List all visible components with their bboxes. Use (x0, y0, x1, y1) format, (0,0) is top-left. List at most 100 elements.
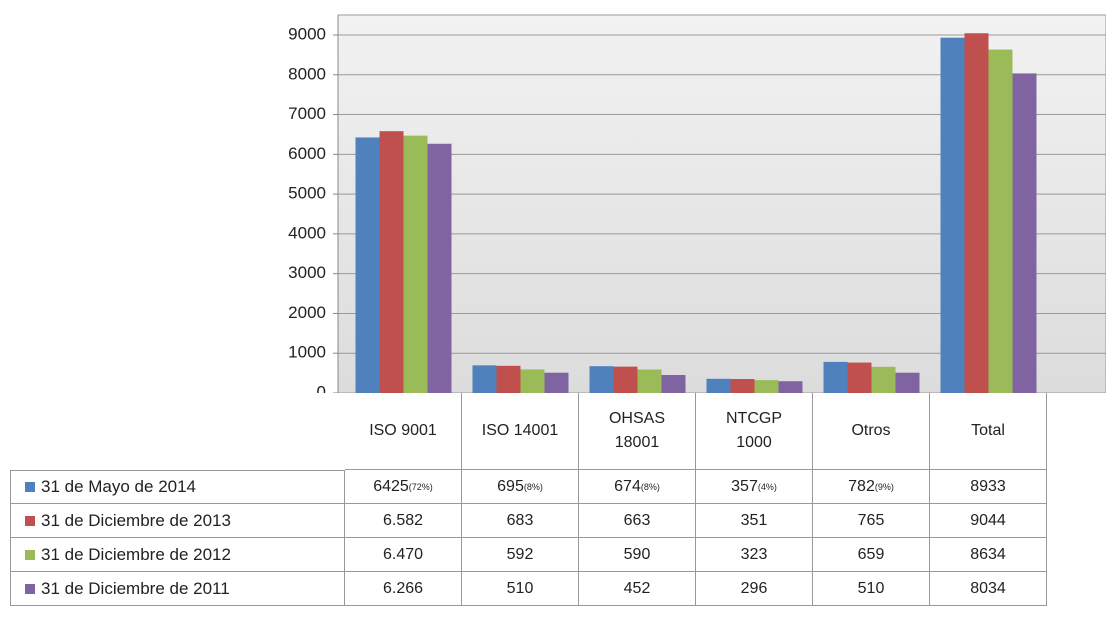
legend-entry: 31 de Diciembre de 2012 (10, 538, 345, 572)
legend-key (25, 549, 35, 560)
share-label: (72%) (408, 481, 433, 492)
category-header: OHSAS 18001 (579, 393, 696, 470)
chart: 0 1000 2000 3000 4000 5000 6000 7000 8000 9000 (288, 14, 1106, 393)
legend-entry: 31 de Mayo de 2014 (10, 470, 345, 504)
table-cell: 782 (9%) (813, 470, 930, 504)
table-cell: 674 (8%) (579, 470, 696, 504)
table-cell: 683 (462, 504, 579, 538)
table-cell: 663 (579, 504, 696, 538)
category-header: Otros (813, 393, 930, 470)
y-tick-label: 5000 (288, 184, 326, 203)
value-label: 6.470 (382, 545, 424, 563)
legend-entry: 31 de Diciembre de 2011 (10, 572, 345, 606)
value-label: 765 (857, 511, 885, 529)
bar (895, 372, 920, 393)
share-label: (8%) (523, 481, 543, 492)
bar (754, 380, 779, 393)
table-cell: 296 (696, 572, 813, 606)
bar (823, 361, 848, 393)
bar (520, 369, 545, 393)
y-tick-label: 7000 (288, 104, 326, 123)
y-tick-label: 6000 (288, 144, 326, 163)
legend-key (25, 583, 35, 594)
category-header: NTCGP 1000 (696, 393, 813, 470)
table-cell: 6425 (72%) (345, 470, 462, 504)
value-label: 6.266 (382, 579, 424, 597)
value-label: 782 (848, 477, 875, 495)
bar (1012, 73, 1037, 393)
value-label: 510 (506, 579, 534, 597)
table-cell: 323 (696, 538, 813, 572)
legend-label: 31 de Mayo de 2014 (41, 477, 197, 496)
value-label: 659 (857, 545, 885, 563)
table-cell: 695 (8%) (462, 470, 579, 504)
table-cell: 6.266 (345, 572, 462, 606)
bar (544, 372, 569, 393)
value-label: 8634 (970, 545, 1006, 563)
value-label: 695 (497, 477, 524, 495)
share-label: (9%) (874, 481, 894, 492)
value-label: 323 (740, 545, 768, 563)
legend-key (25, 482, 35, 492)
table-cell: 8034 (930, 572, 1047, 606)
y-tick-label: 1000 (288, 343, 326, 362)
table-cell: 351 (696, 504, 813, 538)
legend-label: 31 de Diciembre de 2013 (41, 510, 231, 530)
table-cell: 659 (813, 538, 930, 572)
value-label: 9044 (970, 511, 1006, 529)
table-cell: 357 (4%) (696, 470, 813, 504)
value-label: 6.582 (382, 511, 424, 529)
bar (871, 366, 896, 393)
bar (964, 33, 989, 393)
table-cell: 592 (462, 538, 579, 572)
table-cell: 9044 (930, 504, 1047, 538)
value-label: 452 (623, 579, 651, 597)
category-header: Total (930, 393, 1047, 470)
y-tick-label: 9000 (288, 24, 326, 43)
bar (496, 365, 521, 393)
table-cell: 590 (579, 538, 696, 572)
bar (661, 375, 686, 393)
value-label: 351 (740, 511, 768, 529)
x-tick-label: NTCGP 1000 (726, 410, 782, 451)
bar (379, 131, 404, 393)
share-label: (8%) (640, 481, 660, 492)
x-tick-label: ISO 9001 (369, 422, 437, 439)
bar (403, 135, 428, 393)
x-tick-label: OHSAS 18001 (608, 410, 665, 451)
y-tick-label: 8000 (288, 64, 326, 83)
legend-key (25, 515, 35, 526)
bar (706, 378, 731, 393)
bar (988, 49, 1013, 393)
value-label: 592 (506, 545, 534, 563)
value-label: 590 (623, 545, 651, 563)
value-label: 510 (857, 579, 885, 597)
table-cell: 765 (813, 504, 930, 538)
table-cell: 510 (813, 572, 930, 606)
value-label: 357 (731, 477, 758, 495)
x-tick-label: Otros (851, 422, 891, 439)
y-tick-label: 2000 (288, 303, 326, 322)
x-tick-label: ISO 14001 (481, 422, 559, 439)
share-label: (4%) (757, 481, 777, 492)
category-header: ISO 14001 (462, 393, 579, 470)
table-cell: 6.470 (345, 538, 462, 572)
bar (847, 362, 872, 393)
legend-label: 31 de Diciembre de 2012 (41, 544, 231, 564)
table-cell: 8634 (930, 538, 1047, 572)
bar (427, 143, 452, 393)
value-label: 6425 (373, 477, 409, 495)
legend-label: 31 de Diciembre de 2011 (41, 578, 230, 598)
value-label: 674 (614, 477, 641, 495)
bar (637, 369, 662, 393)
bar (589, 366, 614, 393)
value-label: 8933 (970, 477, 1006, 495)
y-tick-label: 4000 (288, 223, 326, 242)
value-label: 296 (740, 579, 768, 597)
bar (778, 381, 803, 393)
y-tick-label: 0 (317, 382, 326, 393)
bar (613, 366, 638, 393)
table-cell: 452 (579, 572, 696, 606)
table-cell: 6.582 (345, 504, 462, 538)
table-cell: 8933 (930, 470, 1047, 504)
